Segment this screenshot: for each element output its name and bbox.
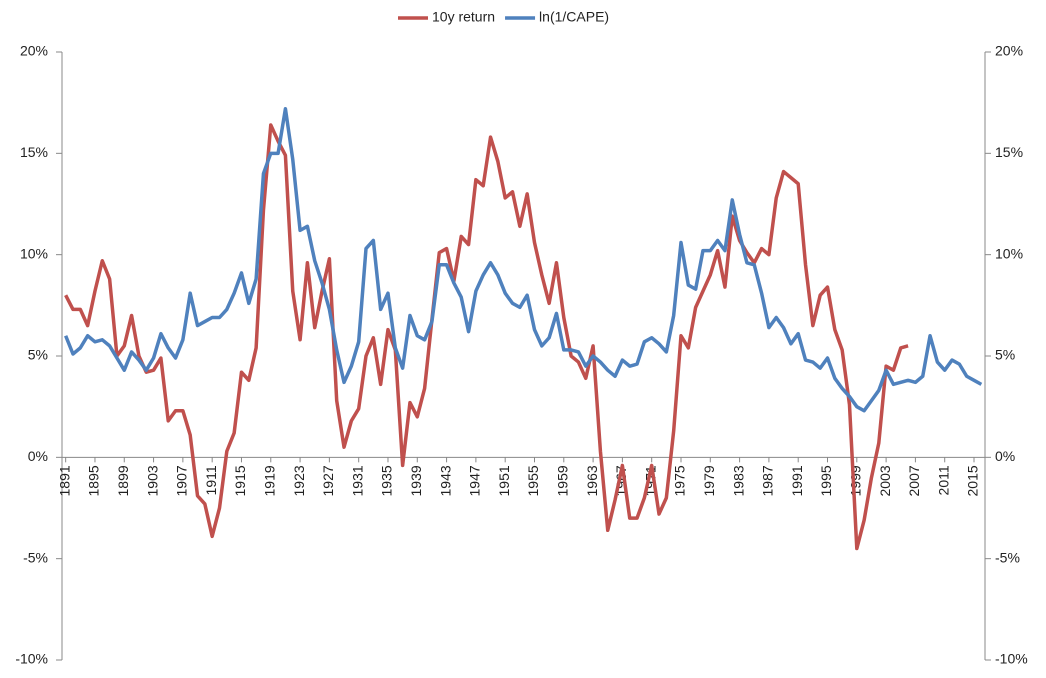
y-tick-label: -5% — [23, 549, 48, 565]
x-tick-label: 1987 — [760, 465, 776, 496]
y2-tick-label: 10% — [995, 245, 1023, 261]
series-line — [64, 123, 909, 551]
x-tick-label: 1915 — [232, 465, 248, 496]
legend-label: 10y return — [432, 9, 495, 25]
y2-tick-label: -5% — [995, 549, 1020, 565]
x-tick-label: 1943 — [437, 465, 453, 496]
x-tick-label: 1903 — [144, 465, 160, 496]
y2-tick-label: 15% — [995, 144, 1023, 160]
x-tick-label: 1975 — [672, 465, 688, 496]
x-tick-label: 1947 — [467, 465, 483, 496]
x-tick-label: 1907 — [174, 465, 190, 496]
x-tick-label: 1959 — [554, 465, 570, 496]
x-tick-label: 2011 — [935, 465, 951, 495]
x-tick-label: 1895 — [86, 465, 102, 496]
x-tick-label: 1931 — [349, 465, 365, 496]
y-tick-label: 15% — [20, 144, 48, 160]
x-tick-label: 1911 — [203, 465, 219, 495]
x-tick-label: 2015 — [965, 465, 981, 496]
x-tick-label: 1939 — [408, 465, 424, 496]
y2-tick-label: 0% — [995, 448, 1015, 464]
x-tick-label: 1955 — [525, 465, 541, 496]
legend-label: ln(1/CAPE) — [539, 9, 609, 25]
x-tick-label: 1979 — [701, 465, 717, 496]
y-tick-label: -10% — [15, 651, 48, 667]
x-tick-label: 1963 — [584, 465, 600, 496]
x-tick-label: 2003 — [877, 465, 893, 496]
x-tick-label: 1991 — [789, 465, 805, 496]
y-tick-label: 5% — [28, 347, 48, 363]
y-tick-label: 10% — [20, 245, 48, 261]
x-tick-label: 1951 — [496, 465, 512, 496]
y-tick-label: 0% — [28, 448, 48, 464]
y2-tick-label: -10% — [995, 651, 1028, 667]
x-tick-label: 2007 — [906, 465, 922, 496]
y-tick-label: 20% — [20, 43, 48, 59]
y2-tick-label: 5% — [995, 347, 1015, 363]
x-tick-label: 1891 — [56, 465, 72, 496]
x-tick-label: 1935 — [379, 465, 395, 496]
x-tick-label: 1995 — [818, 465, 834, 496]
x-tick-label: 1923 — [291, 465, 307, 496]
y2-tick-label: 20% — [995, 43, 1023, 59]
x-tick-label: 1983 — [730, 465, 746, 496]
x-tick-label: 1919 — [261, 465, 277, 496]
x-tick-label: 1927 — [320, 465, 336, 496]
x-tick-label: 1899 — [115, 465, 131, 496]
series-line — [64, 107, 983, 413]
